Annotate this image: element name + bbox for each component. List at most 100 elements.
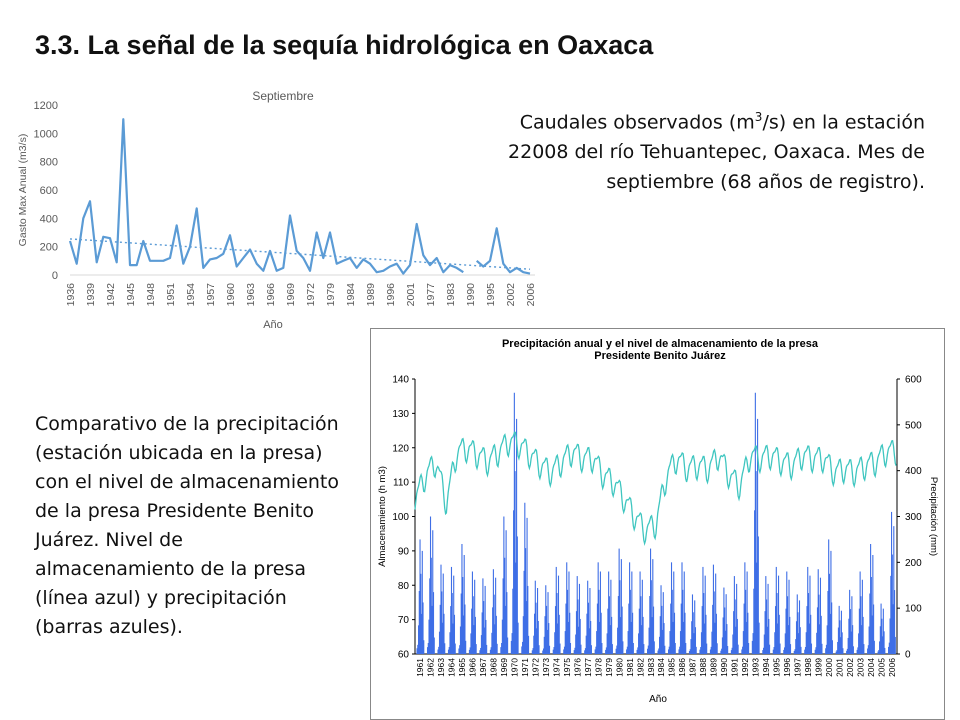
y-tick-label-left: 100 bbox=[392, 512, 409, 523]
precip-bar bbox=[735, 626, 737, 654]
precip-bar bbox=[441, 622, 444, 654]
precip-bar bbox=[553, 647, 555, 654]
precip-bar bbox=[825, 648, 827, 654]
precip-bar bbox=[440, 564, 442, 655]
precip-bar bbox=[630, 621, 632, 654]
precip-bar bbox=[454, 643, 456, 654]
precip-bar bbox=[884, 647, 886, 654]
precip-bar bbox=[763, 634, 765, 654]
precip-bar bbox=[664, 645, 666, 654]
precip-bar bbox=[831, 602, 833, 654]
precip-bar bbox=[459, 626, 462, 654]
x-tick-label: 1976 bbox=[572, 658, 582, 677]
precipitation-storage-chart: Precipitación anual y el nivel de almace… bbox=[370, 328, 945, 720]
x-tick-label: 1991 bbox=[730, 658, 740, 677]
precip-bar bbox=[840, 637, 842, 654]
precip-bar bbox=[805, 632, 807, 654]
x-tick-label: 1994 bbox=[761, 658, 771, 677]
precip-bar bbox=[734, 599, 736, 654]
precip-bar bbox=[429, 516, 432, 654]
y-tick-label-left: 90 bbox=[398, 546, 410, 557]
precip-bar bbox=[554, 632, 556, 654]
precip-bar bbox=[712, 604, 714, 654]
y-tick-label: 200 bbox=[40, 242, 58, 254]
precip-bar bbox=[620, 559, 622, 655]
x-tick-label: 1984 bbox=[656, 658, 666, 677]
precip-bar bbox=[632, 612, 634, 654]
precip-bar bbox=[659, 636, 661, 654]
precip-bar bbox=[837, 641, 839, 654]
x-tick-label: 1960 bbox=[225, 283, 237, 307]
precip-bar bbox=[610, 579, 612, 654]
x-tick-label: 1939 bbox=[85, 283, 97, 307]
precip-bar bbox=[795, 621, 798, 654]
precip-bar bbox=[881, 618, 883, 654]
precip-bar bbox=[701, 606, 703, 654]
x-tick-label: 1979 bbox=[325, 283, 337, 307]
precip-bar bbox=[428, 619, 430, 655]
x-tick-label: 1998 bbox=[803, 658, 813, 677]
precip-bar bbox=[538, 645, 540, 654]
precip-bar bbox=[587, 580, 589, 654]
x-tick-label: 1948 bbox=[145, 283, 157, 307]
precip-bar bbox=[653, 606, 655, 654]
precip-bar bbox=[694, 627, 697, 654]
precip-bar bbox=[432, 592, 435, 655]
precip-bar bbox=[891, 511, 893, 654]
precip-bar bbox=[605, 647, 607, 654]
precip-bar bbox=[660, 585, 662, 654]
precip-bar bbox=[751, 640, 753, 654]
y-axis-title-left: Almacenamiento (h m3) bbox=[377, 466, 388, 567]
precip-bar bbox=[667, 649, 670, 654]
precip-bar bbox=[429, 578, 431, 655]
precip-bar bbox=[444, 643, 446, 654]
precip-bar bbox=[683, 571, 685, 654]
precip-bar bbox=[742, 646, 744, 654]
precip-bar bbox=[716, 643, 718, 654]
precip-bar bbox=[506, 592, 508, 655]
precip-bar bbox=[870, 544, 872, 654]
precip-bar bbox=[768, 618, 770, 654]
precip-bar bbox=[640, 596, 642, 654]
precip-bar bbox=[554, 606, 557, 654]
precip-bar bbox=[788, 579, 790, 654]
precip-bar bbox=[830, 550, 832, 655]
precip-bar bbox=[815, 647, 817, 654]
precip-bar bbox=[831, 640, 833, 654]
x-tick-label: 1972 bbox=[305, 283, 317, 307]
precip-bar bbox=[491, 632, 493, 654]
precip-bar bbox=[835, 651, 837, 654]
precip-bar bbox=[826, 625, 828, 654]
precip-bar bbox=[828, 539, 830, 654]
precip-bar bbox=[882, 608, 884, 655]
precip-bar bbox=[797, 612, 799, 654]
precip-bar bbox=[642, 616, 644, 655]
x-tick-label: 1989 bbox=[365, 283, 377, 307]
precip-bar bbox=[757, 418, 759, 655]
chart-title: Precipitación anual y el nivel de almace… bbox=[502, 338, 819, 350]
precip-bar bbox=[501, 643, 503, 654]
precip-bar bbox=[475, 644, 477, 654]
x-tick-label: 1981 bbox=[625, 658, 635, 677]
x-tick-label: 1993 bbox=[751, 658, 761, 677]
x-tick-label: 2005 bbox=[876, 658, 886, 677]
precip-bar bbox=[800, 646, 802, 654]
precip-bar bbox=[852, 646, 854, 654]
precip-bar bbox=[736, 583, 738, 655]
x-tick-label: 1967 bbox=[478, 658, 488, 677]
precip-bar bbox=[732, 634, 734, 654]
precip-bar bbox=[695, 646, 697, 654]
precip-bar bbox=[609, 625, 611, 655]
precip-bar bbox=[503, 516, 505, 654]
precip-bar bbox=[557, 575, 560, 655]
precip-bar bbox=[596, 603, 598, 654]
precip-bar bbox=[608, 596, 610, 654]
x-tick-label: 1990 bbox=[719, 658, 729, 677]
precip-bar bbox=[442, 573, 444, 654]
precip-bar bbox=[869, 593, 871, 654]
precip-bar bbox=[890, 575, 892, 654]
precip-bar bbox=[605, 649, 607, 655]
precip-bar bbox=[705, 614, 707, 654]
precip-bar bbox=[510, 640, 512, 654]
precip-bar bbox=[653, 641, 655, 654]
